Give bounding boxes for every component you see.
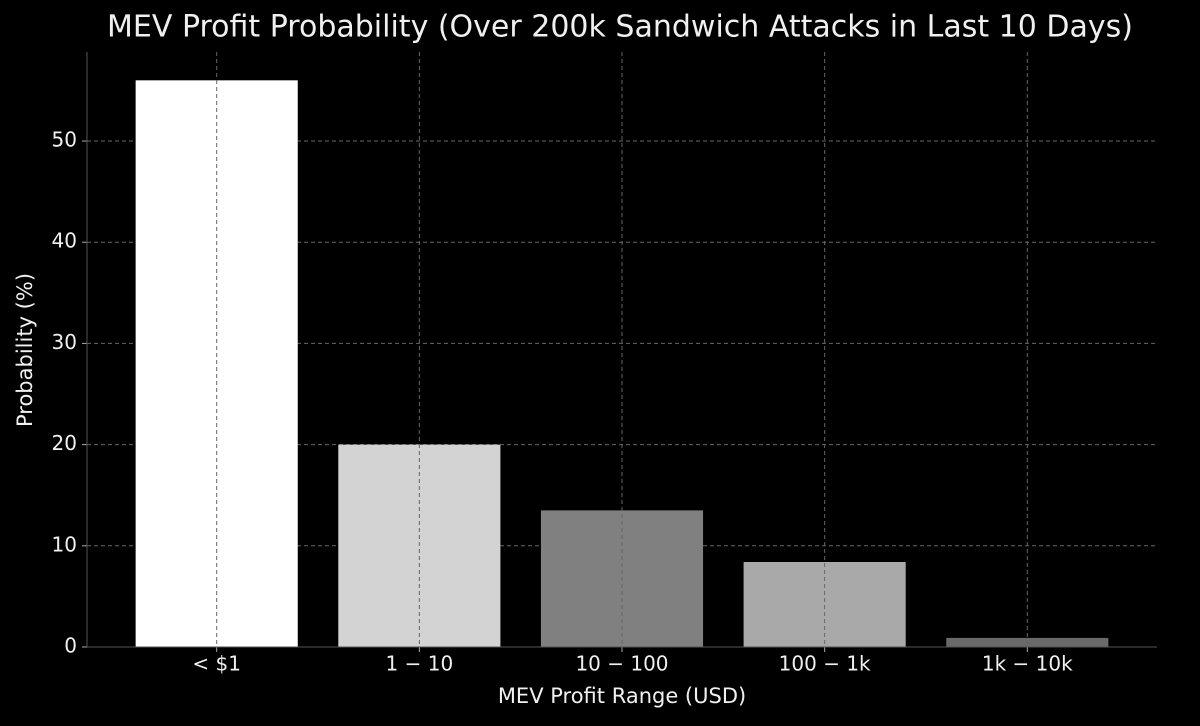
y-axis-label: Probability (%) <box>13 273 37 427</box>
y-tick-label: 30 <box>52 330 77 354</box>
x-tick-label: 1k − 10k <box>982 652 1073 676</box>
x-tick-label: < $1 <box>192 652 241 676</box>
y-tick-label: 40 <box>52 229 77 253</box>
x-tick-label: 100 − 1k <box>779 652 871 676</box>
x-tick-label: 10 − 100 <box>575 652 668 676</box>
y-tick-label: 50 <box>52 128 77 152</box>
y-tick-label: 0 <box>64 634 77 658</box>
x-axis-label: MEV Profit Range (USD) <box>498 684 746 708</box>
x-tick-label: 1 − 10 <box>386 652 454 676</box>
chart-title: MEV Profit Probability (Over 200k Sandwi… <box>107 10 1133 45</box>
y-tick-label: 20 <box>52 431 77 455</box>
y-tick-label: 10 <box>52 532 77 556</box>
bar <box>743 562 906 647</box>
